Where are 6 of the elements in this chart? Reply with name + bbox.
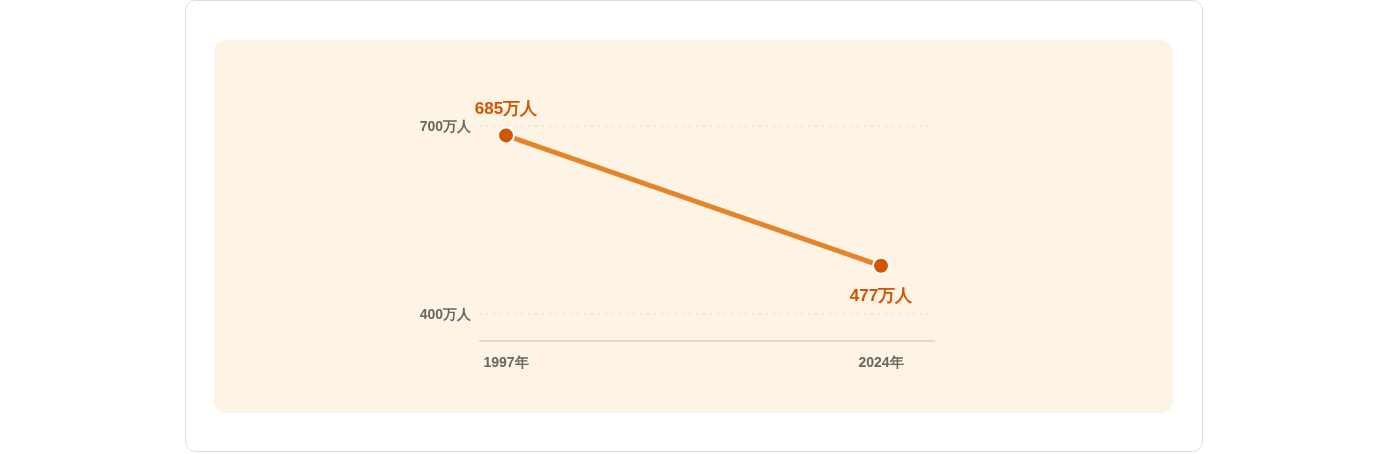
- x-tick-label: 2024年: [858, 354, 904, 370]
- x-tick-label: 1997年: [483, 354, 529, 370]
- y-tick-label: 700万人: [419, 118, 472, 134]
- y-tick-label: 400万人: [419, 306, 472, 323]
- data-label: 477万人: [849, 286, 914, 306]
- data-label: 685万人: [474, 98, 539, 118]
